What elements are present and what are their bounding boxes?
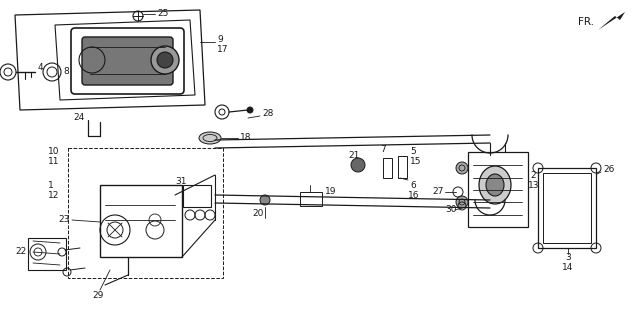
- Text: 2: 2: [530, 170, 536, 179]
- Circle shape: [351, 158, 365, 172]
- Text: 4: 4: [38, 64, 44, 73]
- Text: 24: 24: [73, 113, 84, 122]
- Text: FR.: FR.: [578, 17, 594, 27]
- Text: 10: 10: [48, 148, 60, 157]
- Text: 3: 3: [565, 254, 571, 263]
- Text: 29: 29: [92, 290, 104, 299]
- Circle shape: [151, 46, 179, 74]
- Text: 27: 27: [432, 188, 444, 197]
- Text: 16: 16: [408, 191, 419, 200]
- Circle shape: [247, 107, 253, 113]
- Text: 26: 26: [603, 166, 614, 175]
- Text: 23: 23: [58, 215, 69, 224]
- Text: 28: 28: [262, 108, 273, 117]
- Text: 14: 14: [563, 264, 573, 272]
- Ellipse shape: [486, 174, 504, 196]
- Text: 9: 9: [217, 36, 223, 45]
- Ellipse shape: [479, 166, 511, 204]
- Text: 21: 21: [348, 150, 360, 160]
- Text: 30: 30: [445, 206, 456, 215]
- Circle shape: [157, 52, 173, 68]
- Text: 20: 20: [252, 209, 264, 218]
- Text: 12: 12: [48, 191, 60, 200]
- Text: 7: 7: [380, 145, 386, 154]
- Circle shape: [260, 195, 270, 205]
- Text: 25: 25: [157, 10, 168, 19]
- Text: 8: 8: [63, 68, 68, 77]
- Text: 5: 5: [410, 148, 416, 157]
- Text: 13: 13: [528, 180, 540, 189]
- Text: 22: 22: [15, 247, 26, 256]
- FancyBboxPatch shape: [82, 37, 173, 85]
- Circle shape: [456, 196, 468, 208]
- Text: 6: 6: [410, 180, 416, 189]
- Ellipse shape: [199, 132, 221, 144]
- Text: 11: 11: [48, 157, 60, 166]
- Text: 17: 17: [217, 46, 228, 55]
- Text: 31: 31: [175, 178, 186, 187]
- Polygon shape: [598, 12, 625, 30]
- Text: 15: 15: [410, 157, 422, 166]
- Text: 19: 19: [325, 188, 337, 197]
- Text: 1: 1: [48, 180, 54, 189]
- Circle shape: [456, 162, 468, 174]
- Text: 18: 18: [240, 134, 252, 143]
